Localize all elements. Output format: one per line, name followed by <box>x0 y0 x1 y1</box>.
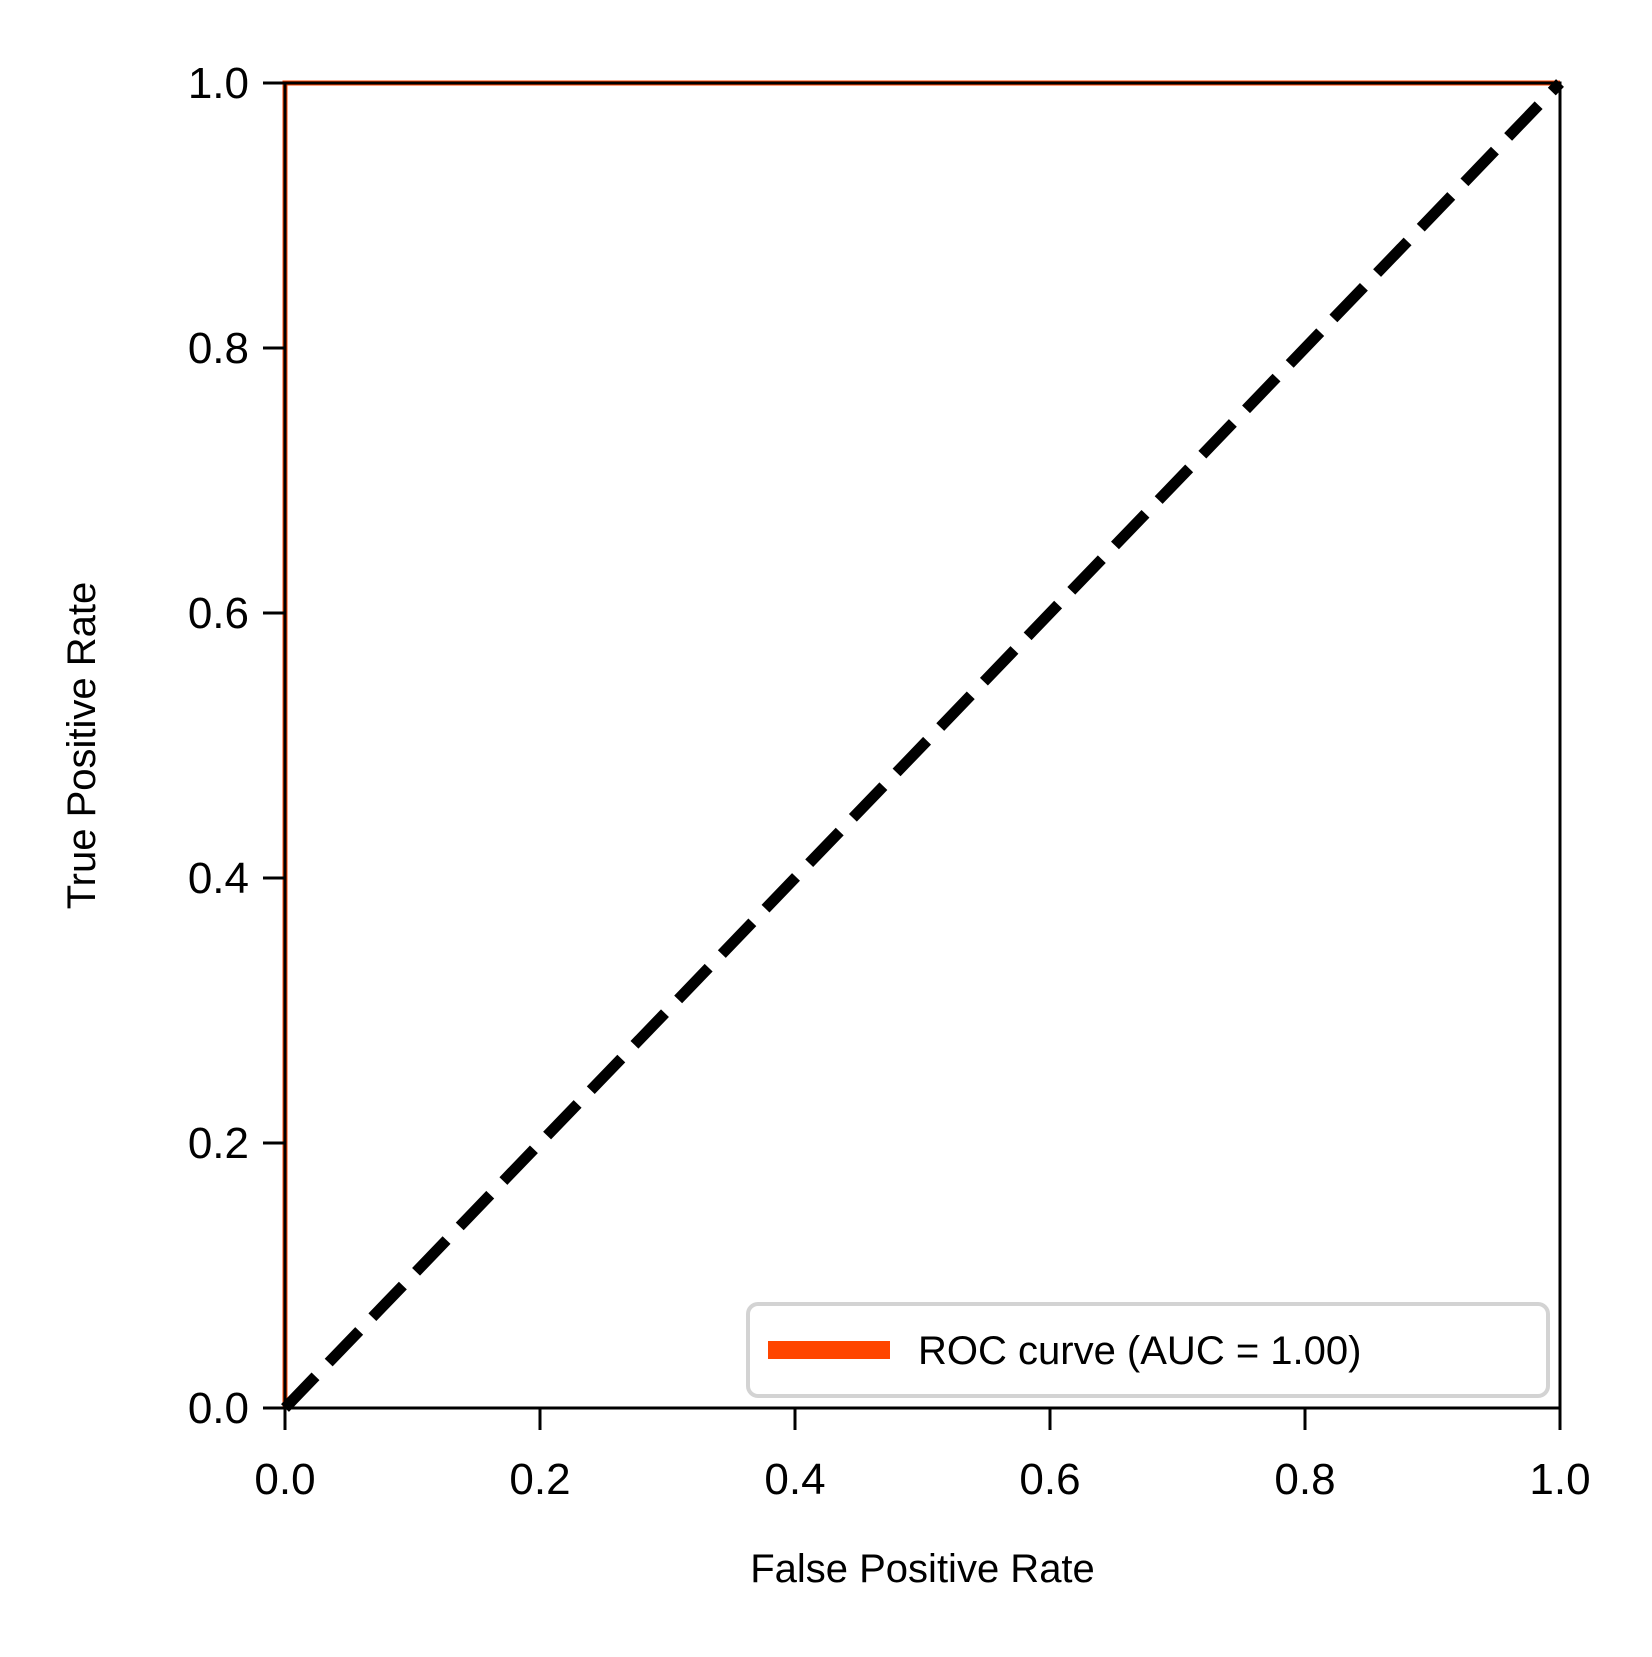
x-tick-label: 0.6 <box>1019 1455 1080 1504</box>
y-axis-label: True Positive Rate <box>60 582 104 910</box>
x-axis-label: False Positive Rate <box>750 1547 1095 1591</box>
y-tick-label: 0.8 <box>188 324 249 373</box>
y-axis-ticks: 0.0 0.2 0.4 0.6 0.8 1.0 <box>188 59 285 1433</box>
y-tick-label: 0.4 <box>188 854 249 903</box>
y-tick-label: 0.6 <box>188 589 249 638</box>
x-axis-ticks: 0.0 0.2 0.4 0.6 0.8 1.0 <box>254 1408 1591 1504</box>
y-tick-label: 0.0 <box>188 1384 249 1433</box>
chance-diagonal-line <box>281 79 1564 1412</box>
x-tick-label: 0.2 <box>509 1455 570 1504</box>
x-tick-label: 0.4 <box>764 1455 825 1504</box>
axes-frame <box>283 81 1562 1410</box>
x-tick-label: 0.0 <box>254 1455 315 1504</box>
y-tick-label: 0.2 <box>188 1119 249 1168</box>
y-tick-label: 1.0 <box>188 59 249 108</box>
legend: ROC curve (AUC = 1.00) <box>746 1302 1550 1398</box>
legend-box <box>746 1302 1550 1398</box>
x-tick-label: 1.0 <box>1529 1455 1590 1504</box>
legend-label-roc: ROC curve (AUC = 1.00) <box>918 1329 1361 1373</box>
x-tick-label: 0.8 <box>1274 1455 1335 1504</box>
